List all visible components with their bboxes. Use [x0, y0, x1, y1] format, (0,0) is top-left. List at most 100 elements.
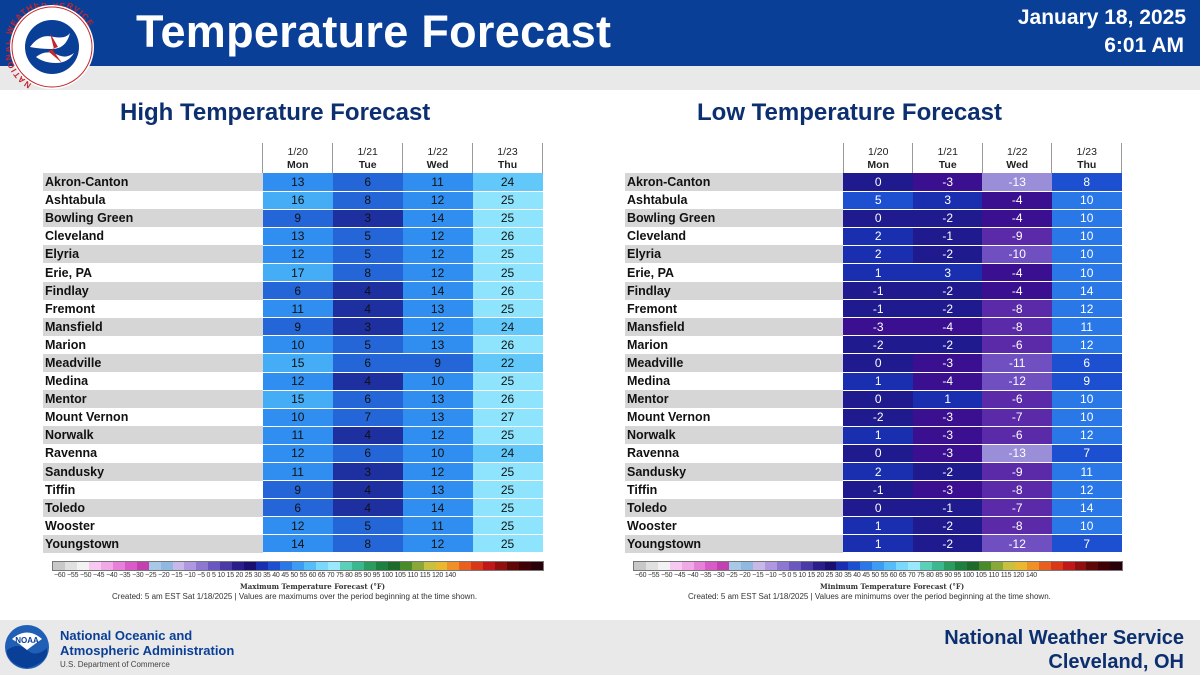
- temperature-cell: 26: [472, 281, 543, 301]
- temperature-cell: 10: [1051, 245, 1122, 264]
- table-row: Cleveland 2 -1 -9 10: [625, 227, 1122, 246]
- table-row: Sandusky 2 -2 -9 11: [625, 462, 1122, 482]
- column-date: 1/23: [1076, 146, 1097, 158]
- scale-swatch: [800, 562, 813, 570]
- scale-swatch: [53, 562, 65, 570]
- scale-swatch: [423, 562, 436, 570]
- noaa-department: U.S. Department of Commerce: [60, 660, 170, 669]
- temperature-cell: -1: [843, 281, 913, 301]
- scale-swatch: [788, 562, 801, 570]
- column-date: 1/21: [937, 146, 958, 158]
- location-name: Elyria: [625, 245, 844, 264]
- table-row: Ravenna 12 6 10 24: [43, 444, 543, 464]
- scale-swatch: [220, 562, 233, 570]
- table-row: Elyria 2 -2 -10 10: [625, 245, 1122, 264]
- temperature-cell: 14: [262, 534, 333, 554]
- temperature-cell: -3: [912, 173, 983, 192]
- scale-swatch: [860, 562, 873, 570]
- temperature-cell: 13: [262, 173, 333, 192]
- table-row: Norwalk 1 -3 -6 12: [625, 426, 1122, 445]
- scale-swatch: [327, 562, 340, 570]
- temperature-cell: -2: [912, 516, 983, 536]
- temperature-cell: 11: [402, 173, 473, 192]
- column-day: Tue: [358, 159, 377, 171]
- location-name: Medina: [625, 372, 844, 391]
- location-name: Mount Vernon: [625, 408, 844, 427]
- temperature-cell: 3: [332, 209, 403, 228]
- temperature-cell: 16: [262, 191, 333, 210]
- temperature-cell: 14: [402, 209, 473, 228]
- table-row: Mentor 0 1 -6 10: [625, 390, 1122, 409]
- scale-swatch: [363, 562, 376, 570]
- scale-swatch: [507, 562, 520, 570]
- temperature-cell: 9: [262, 209, 333, 228]
- temperature-cell: -8: [982, 480, 1052, 500]
- temperature-cell: 26: [472, 390, 543, 409]
- temperature-cell: -9: [982, 462, 1052, 482]
- table-row: Mount Vernon 10 7 13 27: [43, 408, 543, 427]
- scale-swatch: [136, 562, 149, 570]
- temperature-cell: 10: [1051, 227, 1122, 246]
- location-name: Marion: [43, 335, 263, 354]
- temperature-cell: 0: [843, 353, 913, 373]
- temperature-cell: 27: [472, 408, 543, 427]
- table-row: Meadville 15 6 9 22: [43, 353, 543, 373]
- scale-swatch: [717, 562, 730, 570]
- scale-swatch: [1015, 562, 1027, 570]
- scale-swatch: [124, 562, 137, 570]
- low-scale-label: Minimum Temperature Forecast (°F): [820, 582, 965, 591]
- table-row: Wooster 12 5 11 25: [43, 516, 543, 536]
- table-row: Ashtabula 5 3 -4 10: [625, 191, 1122, 210]
- temperature-cell: 0: [843, 209, 913, 228]
- temperature-cell: 5: [843, 191, 913, 210]
- table-row: Tiffin 9 4 13 25: [43, 480, 543, 500]
- temperature-cell: 12: [402, 227, 473, 246]
- location-name: Ravenna: [625, 444, 844, 463]
- low-forecast-title: Low Temperature Forecast: [697, 99, 1002, 126]
- temperature-cell: 9: [402, 353, 473, 373]
- temperature-cell: 11: [262, 299, 333, 319]
- scale-swatch: [471, 562, 484, 570]
- temperature-cell: 25: [472, 209, 543, 228]
- location-name: Toledo: [625, 498, 844, 517]
- location-name: Ashtabula: [625, 191, 844, 210]
- temperature-cell: -2: [912, 281, 983, 301]
- scale-swatch: [519, 562, 532, 570]
- temperature-cell: 12: [262, 444, 333, 464]
- temperature-cell: -3: [912, 444, 983, 464]
- temperature-cell: 12: [402, 462, 473, 482]
- scale-swatch: [399, 562, 412, 570]
- temperature-cell: 3: [332, 462, 403, 482]
- column-header: 1/22 Wed: [402, 143, 474, 173]
- column-header: 1/20 Mon: [262, 143, 334, 173]
- temperature-cell: 6: [332, 390, 403, 409]
- location-name: Mansfield: [625, 317, 844, 336]
- temperature-cell: -6: [982, 335, 1052, 355]
- scale-swatch: [848, 562, 861, 570]
- column-header: 1/21 Tue: [912, 143, 983, 173]
- temperature-cell: -8: [982, 317, 1052, 337]
- column-day: Tue: [938, 159, 957, 171]
- temperature-cell: -4: [982, 281, 1052, 301]
- temperature-cell: 17: [262, 263, 333, 283]
- scale-swatch: [919, 562, 932, 570]
- location-name: Fremont: [43, 299, 263, 318]
- location-name: Mentor: [625, 390, 844, 409]
- scale-swatch: [304, 562, 316, 570]
- scale-swatch: [208, 562, 221, 570]
- header-bar: [0, 0, 1200, 66]
- temperature-cell: 1: [843, 534, 913, 554]
- table-row: Elyria 12 5 12 25: [43, 245, 543, 264]
- temperature-cell: -2: [912, 534, 983, 554]
- temperature-cell: -3: [912, 408, 983, 427]
- table-row: Mansfield -3 -4 -8 11: [625, 317, 1122, 337]
- location-name: Mount Vernon: [43, 408, 263, 427]
- scale-swatch: [1098, 562, 1111, 570]
- temperature-cell: 13: [402, 408, 473, 427]
- nws-office: National Weather Service Cleveland, OH: [944, 626, 1184, 674]
- table-row: Medina 1 -4 -12 9: [625, 372, 1122, 391]
- office-line1: National Weather Service: [944, 627, 1184, 649]
- high-color-scale: [52, 561, 544, 571]
- table-row: Akron-Canton 13 6 11 24: [43, 173, 543, 192]
- column-day: Thu: [1077, 159, 1097, 171]
